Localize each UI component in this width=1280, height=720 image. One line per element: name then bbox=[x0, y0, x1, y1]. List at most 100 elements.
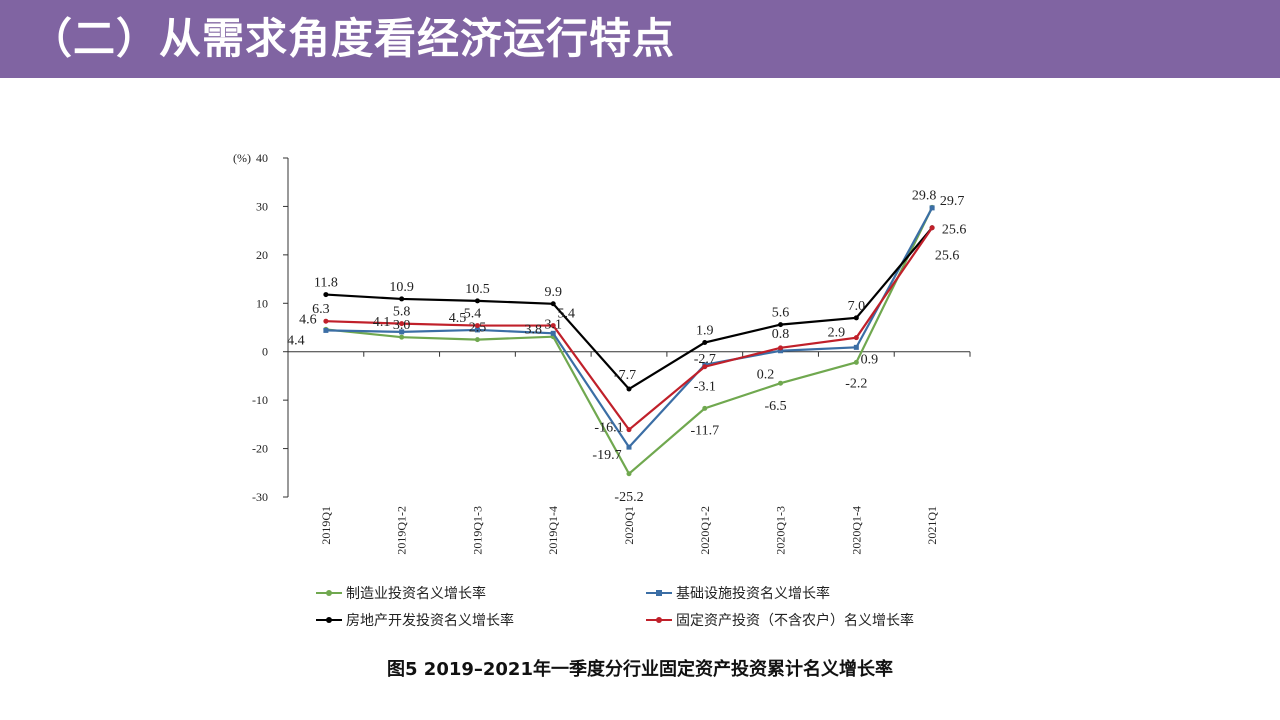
data-label: 3.0 bbox=[393, 318, 411, 333]
data-label: 5.4 bbox=[557, 307, 575, 322]
title-banner: （二）从需求角度看经济运行特点 bbox=[0, 0, 1280, 78]
data-label: 4.1 bbox=[373, 315, 391, 330]
data-point-marker bbox=[399, 321, 405, 327]
data-label: 11.8 bbox=[314, 276, 338, 291]
y-tick-label: 40 bbox=[256, 151, 268, 165]
legend-swatch-icon bbox=[646, 614, 672, 626]
data-label: -7.7 bbox=[614, 368, 636, 383]
data-label: 10.9 bbox=[389, 280, 414, 295]
data-point-marker bbox=[778, 322, 784, 328]
y-tick-label: 0 bbox=[262, 345, 268, 359]
data-label: 3.1 bbox=[544, 318, 562, 333]
data-label: 29.7 bbox=[940, 194, 965, 209]
data-point-marker bbox=[474, 327, 480, 333]
data-point-marker bbox=[323, 318, 329, 324]
data-label: 25.6 bbox=[942, 223, 967, 238]
data-point-marker bbox=[778, 348, 784, 354]
data-point-marker bbox=[399, 334, 405, 340]
data-point-marker bbox=[853, 344, 859, 350]
x-tick-label: 2020Q1-3 bbox=[774, 506, 788, 555]
data-label: 5.6 bbox=[772, 306, 790, 321]
data-point-marker bbox=[474, 298, 480, 304]
data-label: 5.4 bbox=[464, 307, 482, 322]
data-point-marker bbox=[626, 444, 632, 450]
data-point-marker bbox=[550, 330, 556, 336]
y-tick-label: 10 bbox=[256, 296, 268, 310]
data-point-marker bbox=[702, 340, 708, 346]
data-point-marker bbox=[853, 335, 859, 341]
data-label: 2.9 bbox=[828, 326, 846, 341]
y-axis-unit-label: (%) bbox=[233, 151, 251, 165]
data-label: 4.4 bbox=[287, 333, 305, 348]
data-point-marker bbox=[626, 471, 632, 477]
data-label: -11.7 bbox=[690, 423, 719, 438]
legend-label: 制造业投资名义增长率 bbox=[346, 586, 486, 602]
y-tick-label: -20 bbox=[252, 442, 268, 456]
data-label: 4.5 bbox=[449, 311, 467, 326]
data-label: 9.9 bbox=[544, 285, 562, 300]
data-point-marker bbox=[323, 327, 329, 333]
legend-item-realestate: 房地产开发投资名义增长率 bbox=[316, 610, 514, 630]
data-point-marker bbox=[474, 323, 480, 329]
data-label: 0.2 bbox=[757, 368, 775, 383]
data-label: 3.8 bbox=[524, 322, 542, 337]
data-point-marker bbox=[323, 292, 329, 298]
data-point-marker bbox=[474, 337, 480, 343]
data-label: -3.1 bbox=[694, 380, 716, 395]
data-label: 10.5 bbox=[465, 282, 490, 297]
data-label: 0.9 bbox=[861, 352, 879, 367]
data-label: 0.8 bbox=[772, 327, 790, 342]
x-tick-label: 2020Q1 bbox=[622, 506, 636, 545]
y-tick-label: 20 bbox=[256, 248, 268, 262]
x-tick-label: 2019Q1-4 bbox=[546, 506, 560, 555]
data-point-marker bbox=[550, 301, 556, 307]
x-tick-label: 2021Q1 bbox=[925, 506, 939, 545]
legend-swatch-icon bbox=[646, 587, 672, 599]
y-tick-label: -30 bbox=[252, 490, 268, 504]
data-label: -25.2 bbox=[614, 490, 643, 505]
data-label: -16.1 bbox=[594, 421, 623, 436]
data-label: 29.8 bbox=[912, 188, 937, 203]
data-label: 2.5 bbox=[469, 321, 487, 336]
x-tick-label: 2020Q1-2 bbox=[698, 506, 712, 555]
data-point-marker bbox=[626, 427, 632, 433]
data-label: 25.6 bbox=[935, 249, 960, 264]
x-tick-label: 2020Q1-4 bbox=[849, 506, 863, 555]
legend-item-fixed-assets: 固定资产投资（不含农户）名义增长率 bbox=[646, 610, 914, 630]
legend-swatch-icon bbox=[316, 614, 342, 626]
data-point-marker bbox=[853, 315, 859, 321]
data-point-marker bbox=[778, 380, 784, 386]
x-tick-label: 2019Q1-3 bbox=[470, 506, 484, 555]
data-point-marker bbox=[626, 386, 632, 392]
legend-label: 房地产开发投资名义增长率 bbox=[346, 613, 514, 629]
data-point-marker bbox=[399, 296, 405, 302]
data-label: 6.3 bbox=[312, 302, 330, 317]
data-point-marker bbox=[778, 345, 784, 351]
legend-label: 固定资产投资（不含农户）名义增长率 bbox=[676, 613, 914, 629]
x-tick-label: 2019Q1 bbox=[319, 506, 333, 545]
legend-item-infrastructure: 基础设施投资名义增长率 bbox=[646, 583, 830, 603]
data-point-marker bbox=[853, 359, 859, 365]
legend-item-manufacturing: 制造业投资名义增长率 bbox=[316, 583, 486, 603]
data-point-marker bbox=[550, 323, 556, 329]
y-tick-label: -10 bbox=[252, 393, 268, 407]
data-point-marker bbox=[702, 405, 708, 411]
legend-swatch-icon bbox=[316, 587, 342, 599]
data-label: 4.6 bbox=[299, 312, 317, 327]
slide-title: （二）从需求角度看经济运行特点 bbox=[30, 14, 676, 63]
figure-caption: 图5 2019–2021年一季度分行业固定资产投资累计名义增长率 bbox=[387, 659, 893, 680]
data-point-marker bbox=[929, 225, 935, 231]
data-label: 1.9 bbox=[696, 324, 714, 339]
data-label: 7.0 bbox=[848, 299, 866, 314]
data-point-marker bbox=[929, 205, 935, 211]
data-point-marker bbox=[399, 329, 405, 335]
data-label: -6.5 bbox=[764, 399, 786, 414]
data-point-marker bbox=[702, 364, 708, 370]
y-tick-label: 30 bbox=[256, 199, 268, 213]
data-label: -2.2 bbox=[845, 376, 867, 391]
data-label: 5.8 bbox=[393, 305, 411, 320]
x-tick-label: 2019Q1-2 bbox=[395, 506, 409, 555]
series-line-2 bbox=[325, 227, 933, 391]
data-label: -2.7 bbox=[694, 352, 716, 367]
